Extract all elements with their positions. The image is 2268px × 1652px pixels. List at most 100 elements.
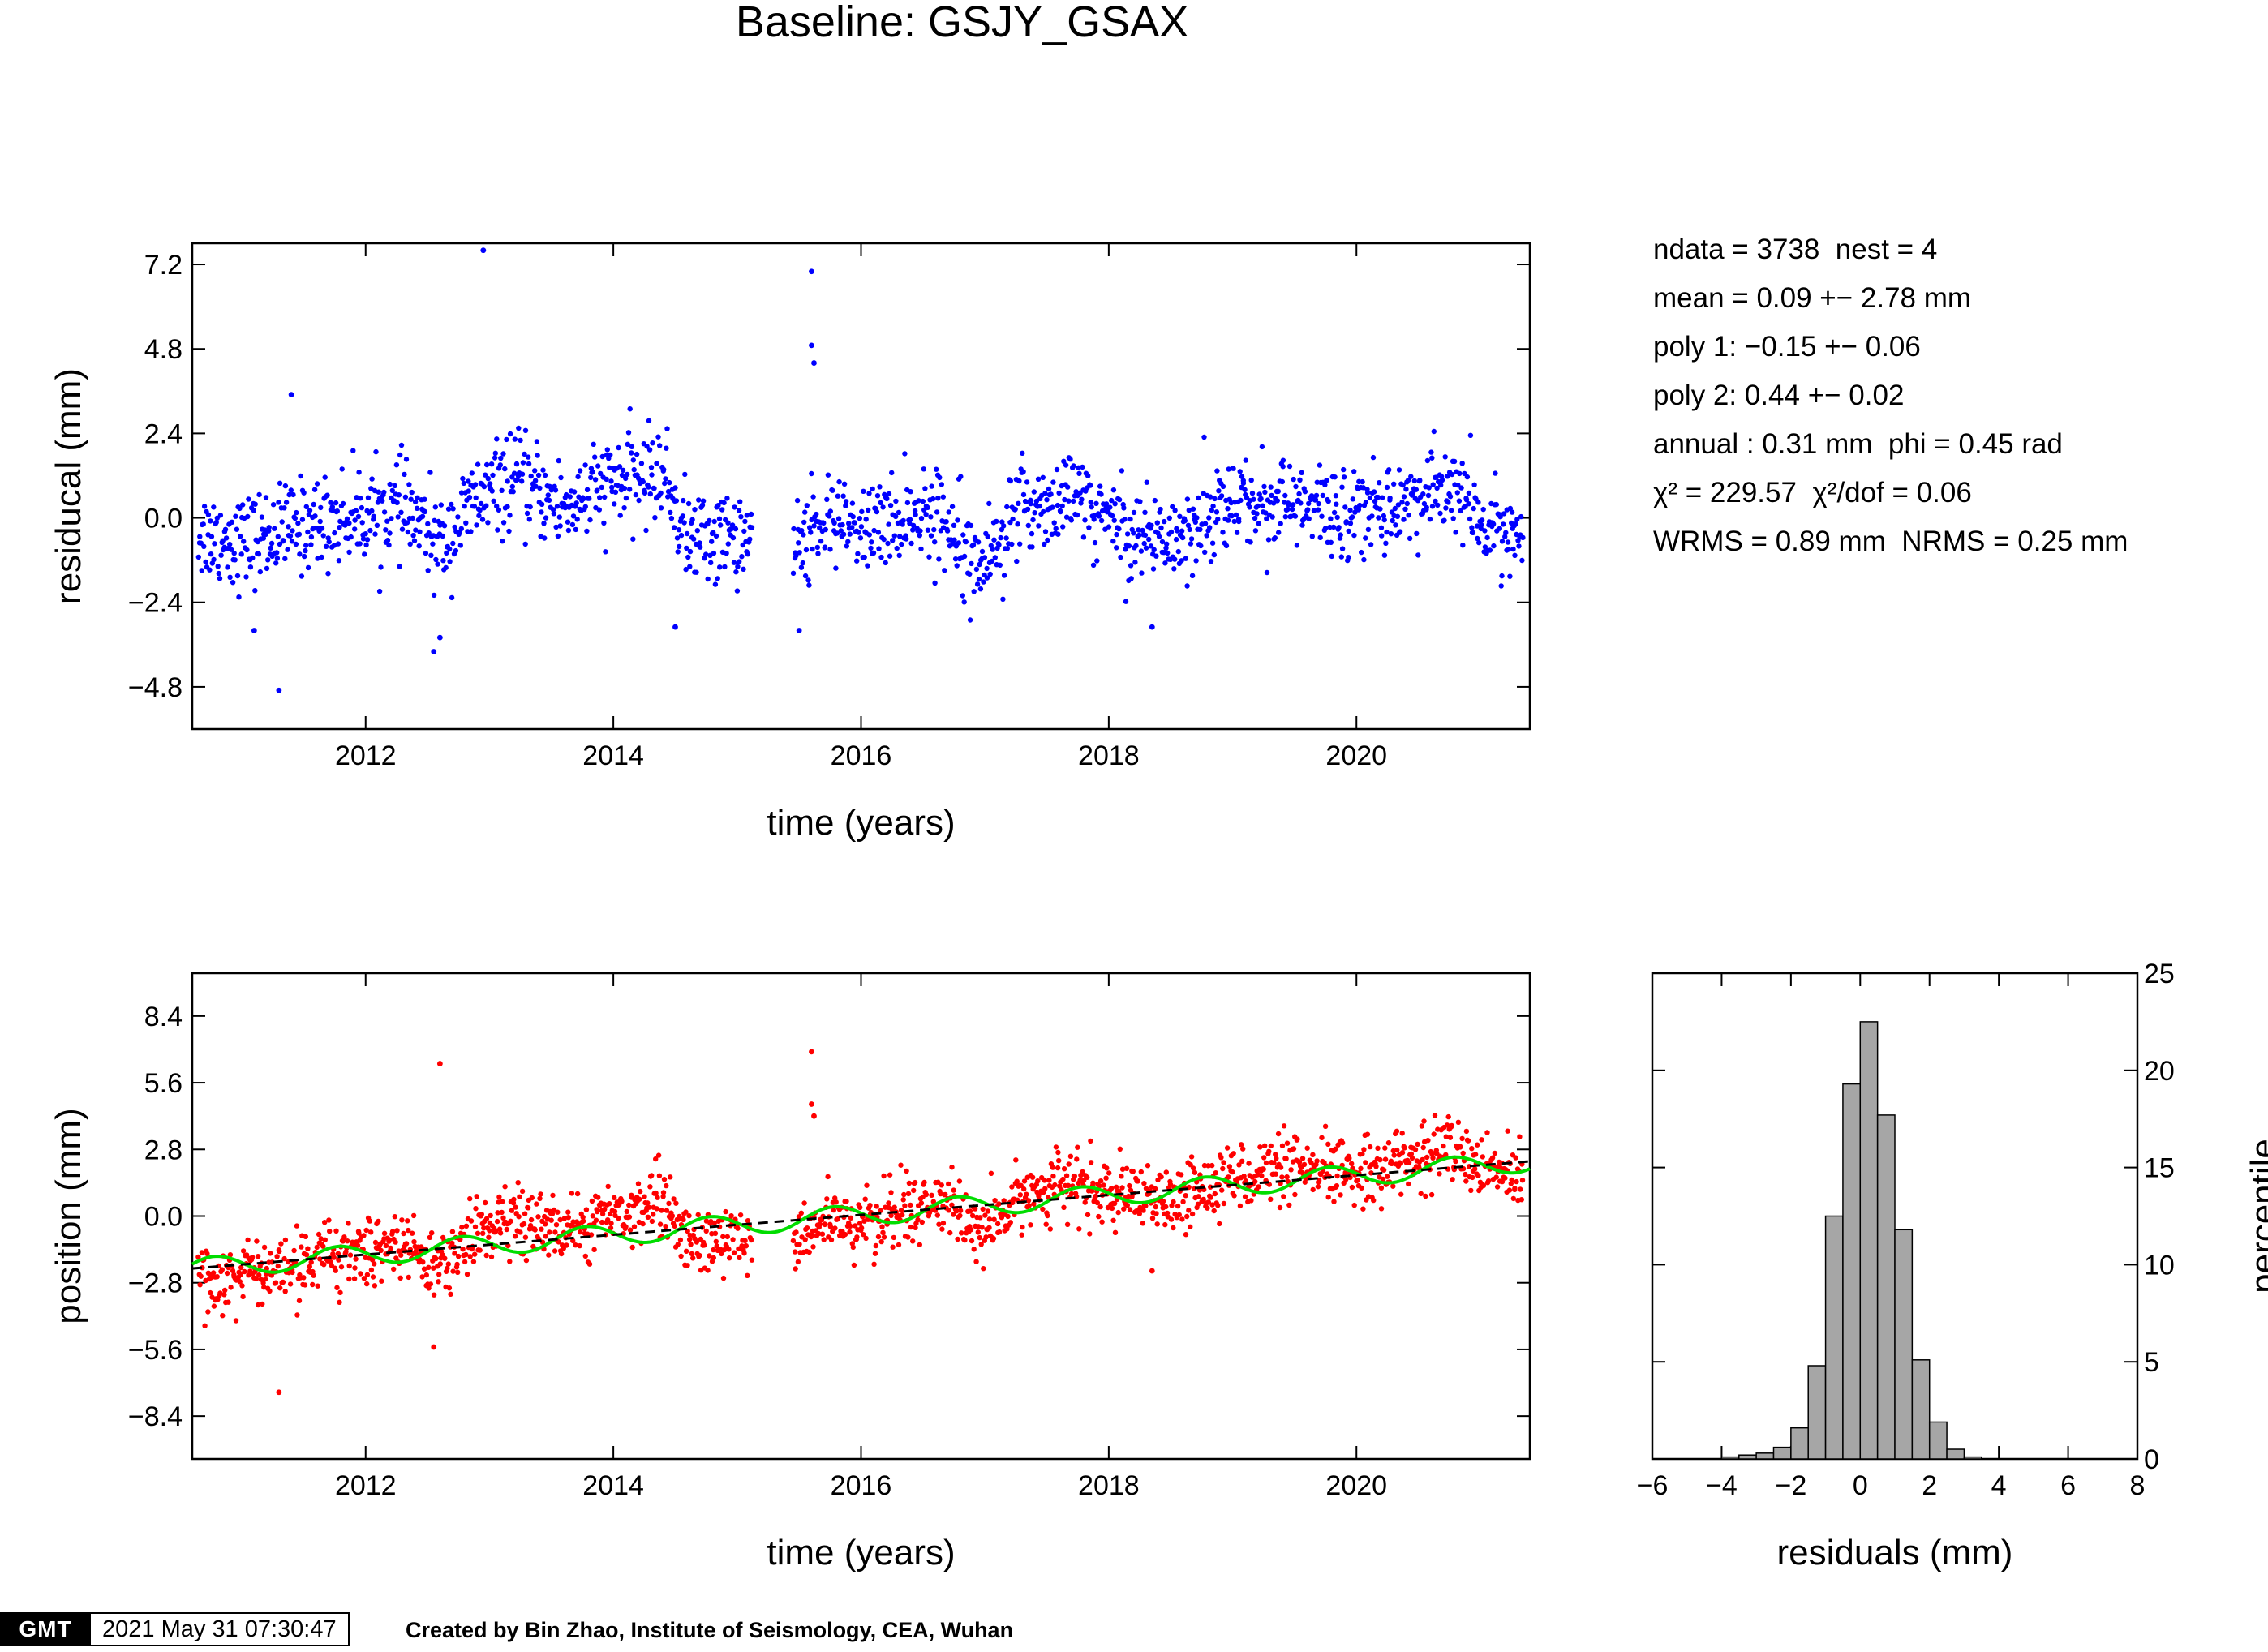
position-point xyxy=(280,1279,286,1285)
residual-point xyxy=(208,534,215,539)
residual-point xyxy=(340,500,346,507)
residual-point xyxy=(1123,547,1128,552)
residual-point xyxy=(346,549,352,556)
position-point xyxy=(314,1244,320,1251)
position-point xyxy=(296,1298,303,1304)
stat-chi-line: χ² = 229.57 χ²/dof = 0.06 xyxy=(1653,477,1972,508)
residual-point xyxy=(1159,539,1166,545)
residual-point xyxy=(1299,470,1304,475)
position-point xyxy=(851,1262,857,1268)
residual-point xyxy=(441,523,448,529)
position-point xyxy=(1418,1191,1424,1197)
residual-point xyxy=(1371,489,1377,495)
residual-point xyxy=(1150,566,1157,572)
residual-point xyxy=(297,551,303,557)
residual-point xyxy=(1471,482,1477,487)
residual-point xyxy=(447,559,453,564)
residual-point xyxy=(1259,444,1265,450)
residual-point xyxy=(799,528,805,534)
position-point xyxy=(1152,1186,1158,1192)
residual-point xyxy=(1214,468,1220,474)
position-point xyxy=(858,1225,865,1231)
position-point xyxy=(565,1209,571,1215)
residual-point xyxy=(918,546,924,552)
position-point xyxy=(939,1182,945,1188)
position-point xyxy=(202,1323,208,1329)
residual-point xyxy=(634,451,640,457)
residual-point xyxy=(539,501,545,507)
position-point xyxy=(452,1251,457,1256)
position-point xyxy=(657,1221,664,1227)
residual-point xyxy=(1339,484,1345,490)
position-point xyxy=(967,1208,973,1214)
residual-point xyxy=(201,504,208,509)
residual-point xyxy=(630,536,636,542)
position-point xyxy=(599,1219,605,1225)
residual-point xyxy=(308,542,314,547)
residual-point xyxy=(683,566,689,573)
residual-point xyxy=(667,479,672,486)
position-point xyxy=(240,1248,247,1254)
residual-point xyxy=(500,539,505,544)
position-point xyxy=(1380,1176,1386,1182)
residual-point xyxy=(648,465,655,470)
residual-point xyxy=(1220,530,1226,535)
residual-point xyxy=(1045,537,1050,543)
position-panel: 2012 2014 2016 2018 2020−8.4−5.6−2.80.02.85.… xyxy=(49,972,1531,1573)
residual-point xyxy=(557,523,563,529)
position-point xyxy=(197,1282,203,1288)
residual-point xyxy=(1369,513,1375,519)
residual-point xyxy=(740,542,745,548)
residual-point xyxy=(511,470,518,476)
position-point xyxy=(875,1234,882,1240)
position-point xyxy=(900,1212,905,1218)
residual-point xyxy=(1400,482,1406,488)
histogram-bar xyxy=(1894,1229,1914,1460)
residual-point xyxy=(1324,478,1329,483)
residual-point xyxy=(1433,498,1438,504)
position-point xyxy=(737,1212,744,1218)
residual-point xyxy=(245,513,251,520)
residual-point xyxy=(384,518,390,524)
residual-point xyxy=(976,577,982,582)
residual-point xyxy=(974,581,981,587)
residual-point xyxy=(603,549,608,555)
position-point xyxy=(792,1249,798,1255)
residual-point xyxy=(674,535,681,541)
position-point xyxy=(513,1204,518,1210)
position-point xyxy=(1444,1122,1450,1128)
position-point xyxy=(1242,1194,1248,1199)
residual-point xyxy=(1401,517,1407,522)
residual-point xyxy=(654,461,659,466)
residual-point xyxy=(507,431,513,437)
position-point xyxy=(1017,1192,1024,1198)
position-point xyxy=(968,1227,974,1233)
position-point xyxy=(946,1208,951,1213)
residual-point xyxy=(604,447,610,453)
residual-point xyxy=(1131,509,1137,516)
position-point xyxy=(1201,1162,1208,1169)
residual-point xyxy=(1170,504,1175,509)
position-point xyxy=(195,1254,201,1260)
residual-point xyxy=(925,527,931,533)
residual-point xyxy=(1352,509,1358,515)
residual-point xyxy=(305,529,311,535)
position-point xyxy=(1445,1113,1451,1120)
position-point xyxy=(585,1231,591,1237)
position-point xyxy=(538,1191,543,1197)
position-point xyxy=(681,1216,686,1223)
residual-point xyxy=(1016,500,1021,506)
residual-point xyxy=(801,532,806,538)
position-point xyxy=(546,1252,552,1258)
position-point xyxy=(512,1234,518,1239)
residual-outlier xyxy=(431,649,437,654)
position-point xyxy=(1398,1161,1404,1166)
position-point xyxy=(548,1217,554,1223)
position-point xyxy=(420,1259,426,1265)
residual-point xyxy=(1051,520,1057,526)
position-point xyxy=(1333,1146,1338,1152)
position-point xyxy=(731,1250,737,1255)
position-point xyxy=(1224,1145,1231,1151)
position-point xyxy=(290,1269,295,1276)
residual-point xyxy=(571,489,578,495)
